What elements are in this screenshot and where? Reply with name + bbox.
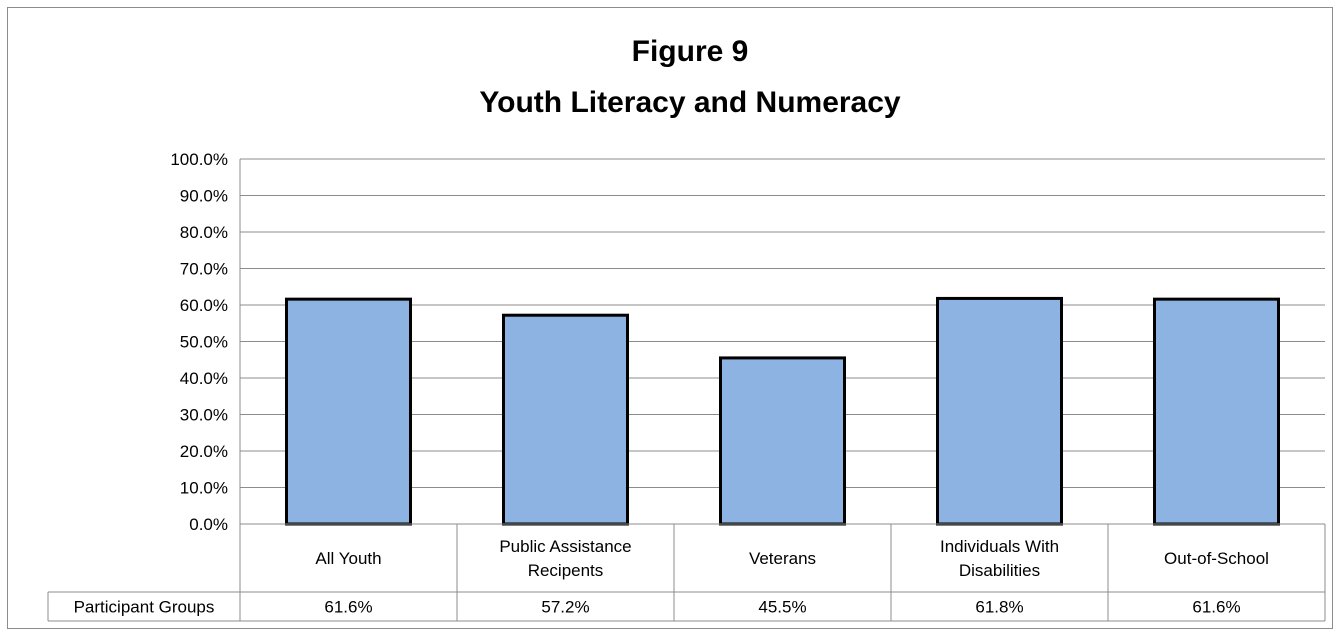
category-label: Veterans (749, 549, 816, 568)
bars (285, 296, 1280, 526)
y-axis-tick-labels: 0.0% 10.0% 20.0% 30.0% 40.0% 50.0% 60.0% 70.0% 8… (170, 150, 228, 534)
chart-title: Figure 9 Youth Literacy and Numeracy (479, 35, 901, 119)
chart-title-line-2: Youth Literacy and Numeracy (479, 86, 901, 119)
y-tick-label: 20.0% (180, 442, 228, 461)
series-name-label: Participant Groups (74, 598, 215, 617)
bar-chart: Figure 9 Youth Literacy and Numeracy 0.0… (47, 35, 1326, 622)
category-label: Individuals With (940, 537, 1059, 556)
y-tick-label: 100.0% (170, 150, 228, 169)
category-label: Disabilities (959, 561, 1040, 580)
bar (719, 356, 846, 526)
bar (285, 297, 412, 526)
y-tick-label: 90.0% (180, 187, 228, 206)
y-tick-label: 40.0% (180, 369, 228, 388)
category-label: Recipents (528, 561, 604, 580)
data-value-label: 61.8% (975, 598, 1023, 617)
chart-title-line-1: Figure 9 (632, 35, 749, 68)
y-tick-label: 10.0% (180, 479, 228, 498)
bar (1153, 297, 1280, 526)
data-value-label: 61.6% (324, 598, 372, 617)
bar (936, 296, 1063, 526)
data-value-label: 61.6% (1192, 598, 1240, 617)
y-tick-label: 70.0% (180, 260, 228, 279)
category-label: Public Assistance (499, 537, 631, 556)
category-label: Out-of-School (1164, 549, 1269, 568)
data-value-label: 45.5% (758, 598, 806, 617)
y-tick-label: 0.0% (189, 515, 228, 534)
data-value-label: 57.2% (541, 598, 589, 617)
category-label: All Youth (315, 549, 381, 568)
y-tick-label: 30.0% (180, 406, 228, 425)
bar (502, 313, 629, 526)
y-tick-label: 60.0% (180, 296, 228, 315)
y-tick-label: 50.0% (180, 333, 228, 352)
data-table: All Youth Public Assistance Recipents Veter… (47, 523, 1326, 622)
chart-frame: Figure 9 Youth Literacy and Numeracy 0.0… (7, 7, 1333, 629)
y-tick-label: 80.0% (180, 223, 228, 242)
